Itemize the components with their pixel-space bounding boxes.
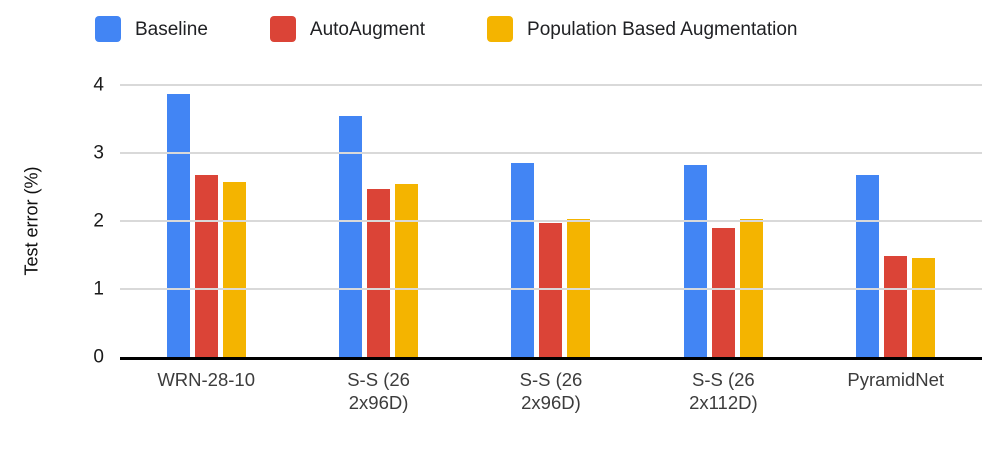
bar-autoaugment: [711, 228, 735, 357]
legend-item-pba: Population Based Augmentation: [487, 16, 797, 42]
bar-population-based-augmentation: [567, 218, 591, 357]
plot-area: 0 1 2 3 4: [93, 76, 982, 367]
chart-legend: Baseline AutoAugment Population Based Au…: [95, 16, 797, 42]
x-category-label: S-S (26 2x96D): [519, 369, 583, 414]
gridline: [120, 220, 982, 222]
bar-autoaugment: [194, 174, 218, 357]
x-category-label: WRN-28-10: [157, 369, 256, 390]
y-tick-label: 4: [93, 74, 104, 96]
legend-item-autoaugment: AutoAugment: [269, 16, 426, 42]
bar-baseline: [166, 93, 190, 357]
x-category-label: PyramidNet: [847, 369, 945, 390]
legend-item-baseline: Baseline: [95, 16, 208, 42]
bar-group: [339, 85, 419, 357]
pba-color-swatch: [487, 16, 514, 42]
y-tick-label: 3: [93, 142, 104, 164]
bar-autoaugment: [367, 189, 391, 357]
x-axis-labels: WRN-28-10 S-S (26 2x96D) S-S (26 2x96D) S-S…: [120, 368, 982, 414]
bar-autoaugment: [884, 256, 908, 357]
bar-baseline: [511, 162, 535, 357]
bars-container: [120, 85, 982, 357]
autoaugment-color-swatch: [269, 16, 296, 42]
legend-label-autoaugment: AutoAugment: [309, 18, 426, 40]
baseline-color-swatch: [95, 16, 121, 42]
y-tick-label: 0: [93, 346, 104, 368]
bar-autoaugment: [539, 223, 563, 357]
bar-population-based-augmentation: [739, 218, 763, 357]
bar-baseline: [683, 165, 707, 357]
bar-group: [856, 85, 936, 357]
legend-label-baseline: Baseline: [135, 18, 208, 40]
y-tick-label: 2: [93, 210, 104, 232]
y-tick-label: 1: [93, 278, 104, 300]
bar-group: [683, 85, 763, 357]
legend-label-pba: Population Based Augmentation: [527, 18, 798, 40]
gridline: [120, 152, 982, 154]
x-category-label: S-S (26 2x96D): [347, 369, 410, 414]
bar-baseline: [856, 175, 880, 357]
bar-population-based-augmentation: [395, 184, 419, 357]
gridline: [120, 288, 982, 290]
bar-baseline: [339, 115, 363, 357]
bar-group: [511, 85, 591, 357]
y-axis-title: Test error (%): [21, 166, 42, 276]
gridline: [120, 84, 982, 86]
x-category-label: S-S (26 2x112D): [689, 369, 758, 414]
bar-population-based-augmentation: [912, 257, 936, 357]
bar-population-based-augmentation: [222, 181, 246, 357]
